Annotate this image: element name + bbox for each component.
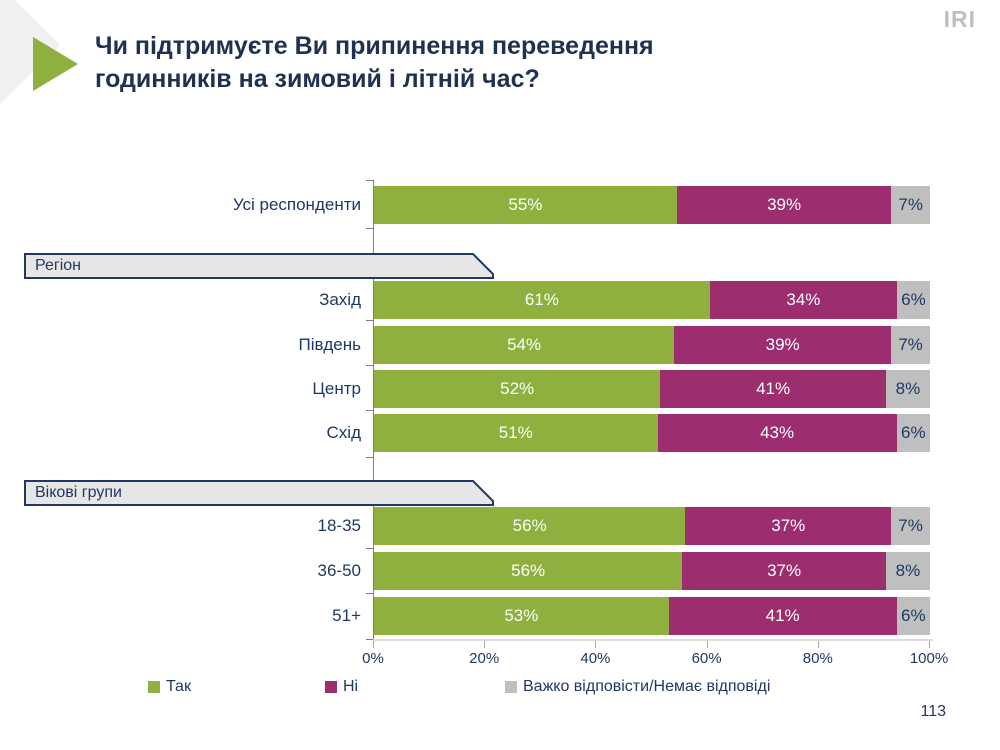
category-axis-line	[373, 180, 374, 639]
bar-segment: 56%	[374, 552, 683, 590]
stacked-bar: 55% 39% 7%	[374, 186, 930, 224]
bar-segment: 41%	[668, 597, 897, 635]
bar-segment: 41%	[660, 370, 886, 408]
category-axis-tick	[366, 365, 373, 366]
value-axis-tick-label: 60%	[691, 650, 722, 667]
category-axis-tick	[366, 457, 373, 458]
bar-segment: 54%	[374, 326, 675, 364]
section-header-label: Регіон	[35, 256, 81, 274]
bar-segment: 7%	[891, 326, 930, 364]
bar-segment: 6%	[896, 281, 930, 319]
bar-segment: 56%	[374, 507, 686, 545]
bar-segment: 37%	[682, 552, 886, 590]
bar-segment: 39%	[676, 186, 892, 224]
bar-segment: 7%	[891, 186, 930, 224]
value-axis-tick-label: 40%	[580, 650, 611, 667]
bar-segment: 53%	[374, 597, 669, 635]
section-header: Вікові групи	[24, 479, 495, 506]
value-axis-tick-label: 80%	[802, 650, 833, 667]
bar-segment: 55%	[374, 186, 677, 224]
legend-item: Так	[148, 678, 191, 696]
row-label: Захід	[319, 290, 361, 309]
iri-logo: IRI	[943, 6, 976, 32]
stacked-bar: 61% 34% 6%	[374, 281, 930, 319]
bar-segment: 8%	[885, 552, 930, 590]
category-axis-tick	[366, 228, 373, 229]
value-axis-tick	[706, 641, 708, 648]
stacked-bar: 53% 41% 6%	[374, 597, 930, 635]
bar-segment: 37%	[685, 507, 892, 545]
legend-swatch-icon	[325, 681, 337, 693]
category-axis-tick	[366, 593, 373, 594]
bar-segment: 39%	[674, 326, 892, 364]
section-header-label: Вікові групи	[35, 483, 122, 501]
category-axis-tick	[366, 639, 373, 640]
category-axis-tick	[366, 548, 373, 549]
value-axis-tick-label: 20%	[469, 650, 500, 667]
stacked-bar: 51% 43% 6%	[374, 414, 930, 452]
bar-segment: 6%	[896, 597, 930, 635]
row-label: 36-50	[317, 561, 361, 580]
value-axis-tick	[929, 641, 930, 648]
legend-label: Ні	[343, 678, 359, 695]
row-label: Південь	[298, 335, 361, 354]
legend-label: Так	[166, 678, 191, 695]
legend-item: Ні	[325, 678, 358, 696]
slide-title: Чи підтримуєте Ви припинення переведення…	[95, 32, 654, 93]
bar-segment: 61%	[374, 281, 710, 319]
row-label: Усі респонденти	[232, 195, 361, 214]
bar-segment: 43%	[657, 414, 897, 452]
value-axis-line	[373, 639, 933, 641]
value-axis-tick	[817, 641, 819, 648]
stacked-bar: 54% 39% 7%	[374, 326, 930, 364]
category-axis-tick	[366, 410, 373, 411]
legend-label: Важко відповісти/Немає відповіді	[523, 678, 771, 695]
stacked-bar: 56% 37% 8%	[374, 552, 930, 590]
chart-legend: Так Ні Важко відповісти/Немає відповіді	[0, 678, 1000, 702]
page-number: 113	[920, 703, 946, 720]
value-axis-tick-label: 100%	[909, 650, 949, 667]
category-axis-tick	[366, 320, 373, 321]
bar-segment: 8%	[885, 370, 930, 408]
legend-swatch-icon	[505, 681, 517, 693]
bar-segment: 7%	[891, 507, 930, 545]
legend-item: Важко відповісти/Немає відповіді	[505, 678, 770, 696]
value-axis-tick	[484, 641, 486, 648]
row-label: Центр	[312, 379, 361, 398]
value-axis-tick	[595, 641, 597, 648]
row-label: Схід	[326, 423, 361, 442]
section-header-shape	[24, 253, 494, 279]
row-label: 51+	[332, 606, 361, 625]
section-header-shape	[24, 480, 494, 506]
category-axis-tick	[366, 180, 373, 181]
value-axis-tick-label: 0%	[362, 650, 384, 667]
row-label: 18-35	[317, 516, 361, 535]
value-axis-tick	[373, 641, 374, 648]
section-header: Регіон	[24, 252, 495, 279]
bar-segment: 52%	[374, 370, 661, 408]
bar-segment: 6%	[896, 414, 930, 452]
legend-swatch-icon	[148, 681, 160, 693]
stacked-bar: 56% 37% 7%	[374, 507, 930, 545]
bar-segment: 34%	[709, 281, 897, 319]
stacked-bar: 52% 41% 8%	[374, 370, 930, 408]
bar-segment: 51%	[374, 414, 658, 452]
